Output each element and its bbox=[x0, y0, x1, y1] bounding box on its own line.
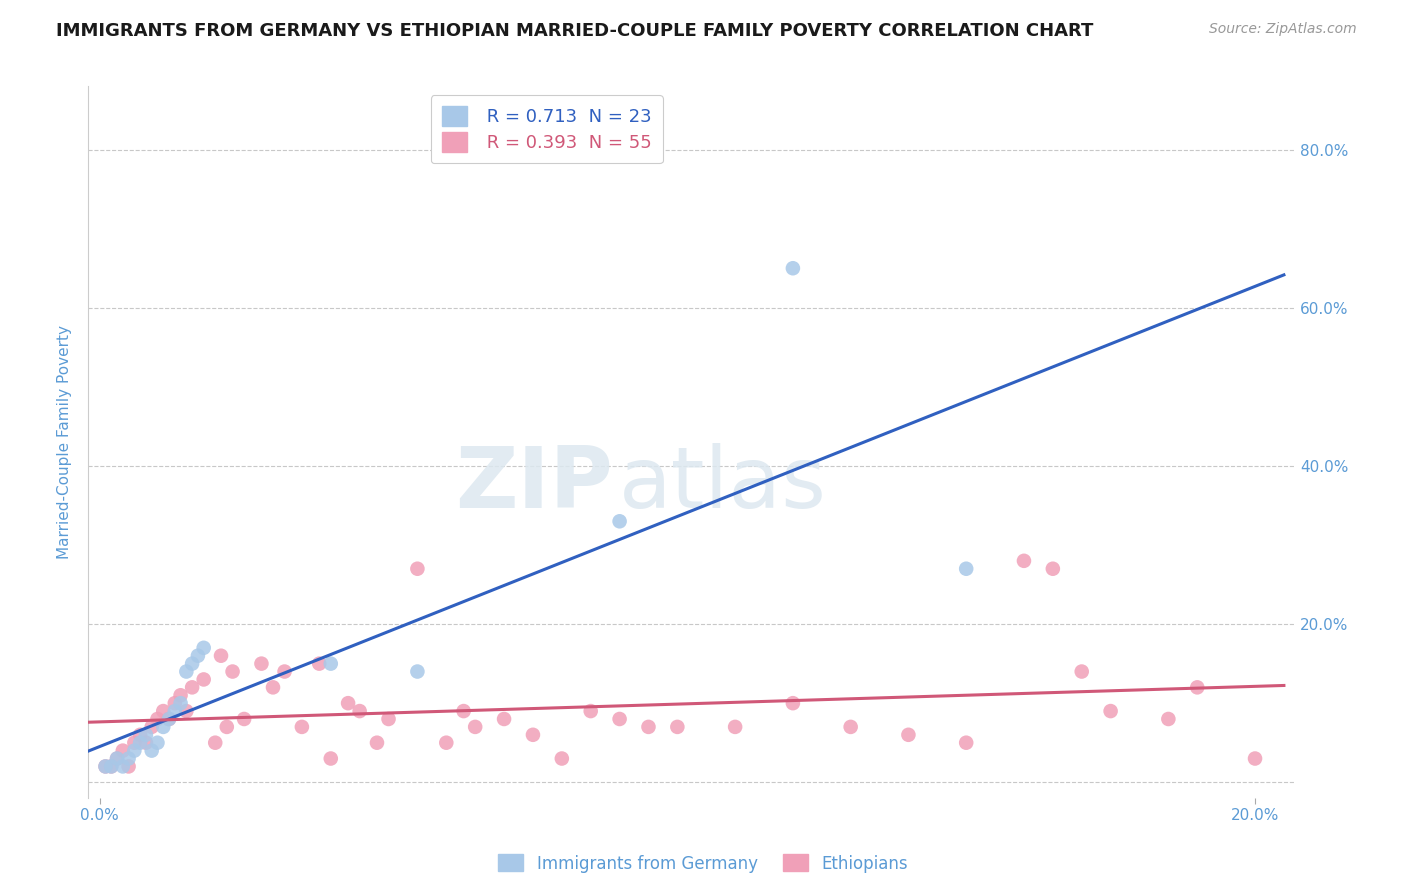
Point bbox=[129, 728, 152, 742]
Point bbox=[221, 665, 243, 679]
Point bbox=[100, 759, 122, 773]
Point bbox=[406, 665, 429, 679]
Point bbox=[146, 712, 169, 726]
Point bbox=[609, 712, 631, 726]
Point bbox=[366, 736, 388, 750]
Point bbox=[163, 696, 186, 710]
Text: Source: ZipAtlas.com: Source: ZipAtlas.com bbox=[1209, 22, 1357, 37]
Point bbox=[349, 704, 371, 718]
Point bbox=[124, 743, 146, 757]
Point bbox=[152, 720, 174, 734]
Point bbox=[782, 261, 804, 276]
Point bbox=[169, 688, 191, 702]
Point bbox=[1070, 665, 1092, 679]
Point bbox=[181, 681, 204, 695]
Point bbox=[233, 712, 256, 726]
Point bbox=[434, 736, 457, 750]
Point bbox=[579, 704, 602, 718]
Point bbox=[111, 759, 134, 773]
Point bbox=[157, 712, 180, 726]
Point bbox=[209, 648, 232, 663]
Point bbox=[522, 728, 544, 742]
Point bbox=[135, 728, 157, 742]
Point bbox=[204, 736, 226, 750]
Point bbox=[1244, 751, 1267, 765]
Point bbox=[181, 657, 204, 671]
Point bbox=[609, 514, 631, 528]
Point bbox=[163, 704, 186, 718]
Point bbox=[193, 673, 215, 687]
Point bbox=[955, 736, 977, 750]
Point bbox=[782, 696, 804, 710]
Point bbox=[308, 657, 330, 671]
Point bbox=[955, 562, 977, 576]
Point bbox=[839, 720, 862, 734]
Point bbox=[494, 712, 516, 726]
Point bbox=[146, 736, 169, 750]
Point bbox=[176, 665, 198, 679]
Point bbox=[215, 720, 238, 734]
Point bbox=[105, 751, 128, 765]
Point bbox=[94, 759, 117, 773]
Point bbox=[141, 743, 163, 757]
Point bbox=[1012, 554, 1035, 568]
Point bbox=[124, 736, 146, 750]
Point bbox=[551, 751, 574, 765]
Point bbox=[1099, 704, 1122, 718]
Point bbox=[187, 648, 209, 663]
Point bbox=[141, 720, 163, 734]
Y-axis label: Married-Couple Family Poverty: Married-Couple Family Poverty bbox=[58, 326, 72, 559]
Point bbox=[135, 736, 157, 750]
Point bbox=[666, 720, 689, 734]
Point bbox=[319, 657, 342, 671]
Point bbox=[169, 696, 191, 710]
Point bbox=[273, 665, 295, 679]
Point bbox=[117, 751, 139, 765]
Point bbox=[157, 712, 180, 726]
Point bbox=[724, 720, 747, 734]
Point bbox=[897, 728, 920, 742]
Point bbox=[453, 704, 475, 718]
Legend:  R = 0.713  N = 23,  R = 0.393  N = 55: R = 0.713 N = 23, R = 0.393 N = 55 bbox=[430, 95, 664, 163]
Point bbox=[129, 736, 152, 750]
Text: atlas: atlas bbox=[620, 443, 827, 526]
Point bbox=[100, 759, 122, 773]
Point bbox=[176, 704, 198, 718]
Point bbox=[250, 657, 273, 671]
Point bbox=[152, 704, 174, 718]
Point bbox=[262, 681, 284, 695]
Point bbox=[637, 720, 659, 734]
Point bbox=[1157, 712, 1180, 726]
Point bbox=[111, 743, 134, 757]
Point bbox=[406, 562, 429, 576]
Point bbox=[319, 751, 342, 765]
Point bbox=[337, 696, 360, 710]
Point bbox=[377, 712, 399, 726]
Text: IMMIGRANTS FROM GERMANY VS ETHIOPIAN MARRIED-COUPLE FAMILY POVERTY CORRELATION C: IMMIGRANTS FROM GERMANY VS ETHIOPIAN MAR… bbox=[56, 22, 1094, 40]
Legend: Immigrants from Germany, Ethiopians: Immigrants from Germany, Ethiopians bbox=[492, 847, 914, 880]
Point bbox=[117, 759, 139, 773]
Point bbox=[1042, 562, 1064, 576]
Point bbox=[94, 759, 117, 773]
Point bbox=[464, 720, 486, 734]
Point bbox=[105, 751, 128, 765]
Point bbox=[193, 640, 215, 655]
Text: ZIP: ZIP bbox=[456, 443, 613, 526]
Point bbox=[291, 720, 314, 734]
Point bbox=[1187, 681, 1209, 695]
